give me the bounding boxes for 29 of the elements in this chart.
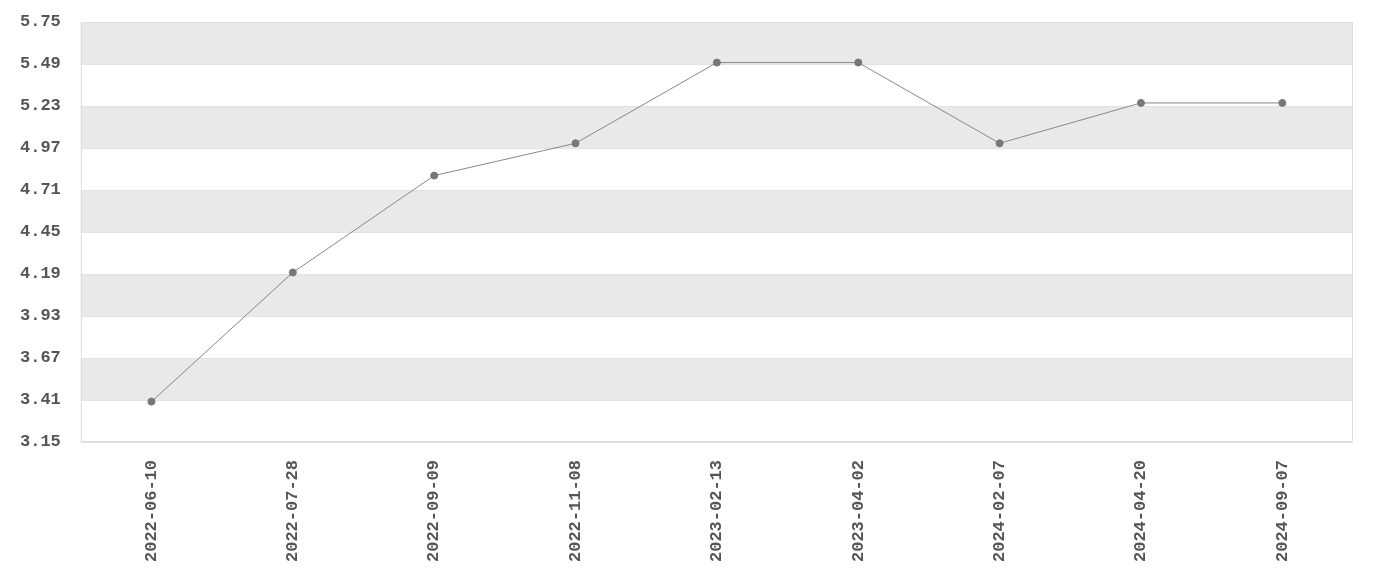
point — [854, 58, 863, 67]
x-tick-label: 2024-02-07 — [989, 459, 1009, 563]
y-tick-label: 5.49 — [19, 54, 61, 74]
y-tick-label: 5.23 — [19, 96, 61, 116]
point — [712, 58, 721, 67]
point — [571, 139, 580, 148]
y-tick-label: 4.97 — [19, 138, 61, 158]
y-tick-label: 4.71 — [19, 180, 61, 200]
y-tick-label: 4.19 — [19, 264, 61, 284]
y-tick-label: 3.67 — [19, 348, 61, 368]
x-tick-label: 2024-04-20 — [1131, 459, 1151, 563]
x-tick-label: 2022-11-08 — [565, 459, 585, 563]
y-tick-label: 5.75 — [19, 12, 61, 32]
point — [288, 268, 297, 277]
x-tick-label: 2022-09-09 — [424, 459, 444, 563]
y-tick-label: 3.93 — [19, 306, 61, 326]
point — [430, 171, 439, 180]
x-tick-label: 2023-04-02 — [848, 459, 868, 563]
point — [995, 139, 1004, 148]
y-tick-label: 3.41 — [19, 390, 61, 410]
x-tick-label: 2024-09-07 — [1272, 459, 1292, 563]
x-tick-label: 2023-02-13 — [707, 459, 727, 563]
x-tick-label: 2022-07-28 — [283, 459, 303, 563]
y-tick-label: 3.15 — [19, 432, 61, 452]
point — [1278, 98, 1287, 107]
point — [1136, 98, 1145, 107]
y-tick-label: 4.45 — [19, 222, 61, 242]
x-tick-label: 2022-06-10 — [141, 459, 161, 563]
point — [147, 397, 156, 406]
